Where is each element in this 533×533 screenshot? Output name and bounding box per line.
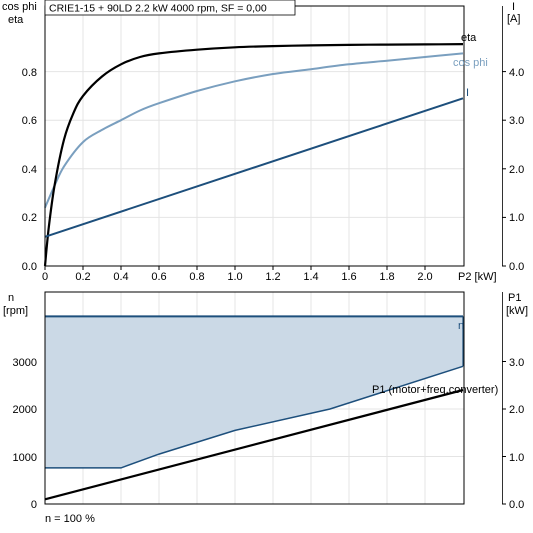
top-series — [43, 43, 464, 267]
bottom-left-axis-label-unit: [rpm] — [3, 305, 28, 317]
right-axis-label-i: I — [512, 1, 515, 13]
top-panel: CRIE1-15 + 90LD 2.2 kW 4000 rpm, SF = 0,… — [2, 0, 524, 283]
top-ytick-right: 1.0 — [509, 212, 524, 224]
top-x-ticks: 0 0.2 0.4 0.6 0.8 1.0 1.2 1.4 1.6 1.8 2.… — [42, 271, 433, 283]
bottom-series — [44, 315, 464, 501]
series-label-cosphi: cos phi — [453, 57, 488, 69]
bottom-ytick-right: 3.0 — [509, 357, 524, 369]
top-xtick: 0 — [42, 271, 48, 283]
top-ytick-left: 0.6 — [22, 115, 37, 127]
bottom-ytick-left: 3000 — [13, 357, 37, 369]
top-ytick-right: 2.0 — [509, 164, 524, 176]
top-ytick-left: 0.0 — [22, 261, 37, 273]
right-axis-label-unit-a: [A] — [507, 13, 520, 25]
top-xtick: 0.4 — [113, 271, 128, 283]
series-line-current — [44, 97, 464, 238]
bottom-left-axis-label-n: n — [8, 292, 14, 304]
chart-title: CRIE1-15 + 90LD 2.2 kW 4000 rpm, SF = 0,… — [49, 3, 267, 15]
top-ytick-right: 3.0 — [509, 115, 524, 127]
bottom-axis-right-line — [502, 292, 503, 504]
bottom-series-label-n: n — [458, 320, 464, 332]
top-xtick: 0.8 — [189, 271, 204, 283]
bottom-ytick-right: 0.0 — [509, 499, 524, 511]
top-x-axis-label: P2 [kW] — [458, 271, 497, 283]
top-xtick: 2.0 — [417, 271, 432, 283]
top-xtick: 0.6 — [151, 271, 166, 283]
series-line-p1 — [44, 388, 464, 501]
top-xtick: 0.2 — [75, 271, 90, 283]
top-ytick-right: 0.0 — [509, 261, 524, 273]
series-line-min-speed — [45, 365, 464, 469]
left-axis-label-cosphi: cos phi — [2, 1, 37, 13]
top-ytick-left: 0.4 — [22, 164, 37, 176]
series-line-eta — [43, 43, 464, 267]
bottom-ytick-right: 1.0 — [509, 452, 524, 464]
top-ytick-left: 0.8 — [22, 67, 37, 79]
top-xtick: 1.6 — [341, 271, 356, 283]
speed-annotation: n = 100 % — [45, 513, 95, 525]
chart-title-box — [44, 0, 296, 16]
bottom-y-ticks-left: 0 1000 2000 3000 — [13, 357, 37, 511]
top-xtick: 1.0 — [227, 271, 242, 283]
series-line-cos-phi — [44, 52, 464, 209]
bottom-series-label-p1: P1 (motor+freq.converter) — [372, 384, 498, 396]
speed-range-area — [45, 316, 463, 468]
top-axis-right-line — [502, 6, 503, 266]
top-xtick: 1.4 — [303, 271, 318, 283]
top-y-ticks-left: 0.0 0.2 0.4 0.6 0.8 — [22, 67, 37, 273]
left-axis-label-eta: eta — [8, 14, 24, 26]
top-xtick: 1.8 — [379, 271, 394, 283]
top-ytick-left: 0.2 — [22, 212, 37, 224]
bottom-plot-frame — [44, 291, 465, 505]
series-label-eta: eta — [461, 32, 477, 44]
top-y-ticks-right: 0.0 1.0 2.0 3.0 4.0 — [509, 67, 524, 273]
bottom-panel: n [rpm] P1 [kW] 0 1000 2000 3000 0.0 1.0… — [3, 291, 528, 525]
bottom-ytick-left: 2000 — [13, 404, 37, 416]
top-xtick: 1.2 — [265, 271, 280, 283]
bottom-right-axis-label-p1: P1 — [508, 292, 521, 304]
bottom-ytick-right: 2.0 — [509, 404, 524, 416]
top-ytick-right: 4.0 — [509, 67, 524, 79]
bottom-y-ticks-right: 0.0 1.0 2.0 3.0 — [509, 357, 524, 511]
series-label-i: I — [466, 87, 469, 99]
bottom-ytick-left: 1000 — [13, 452, 37, 464]
bottom-ytick-left: 0 — [31, 499, 37, 511]
bottom-right-axis-label-unit: [kW] — [506, 305, 528, 317]
